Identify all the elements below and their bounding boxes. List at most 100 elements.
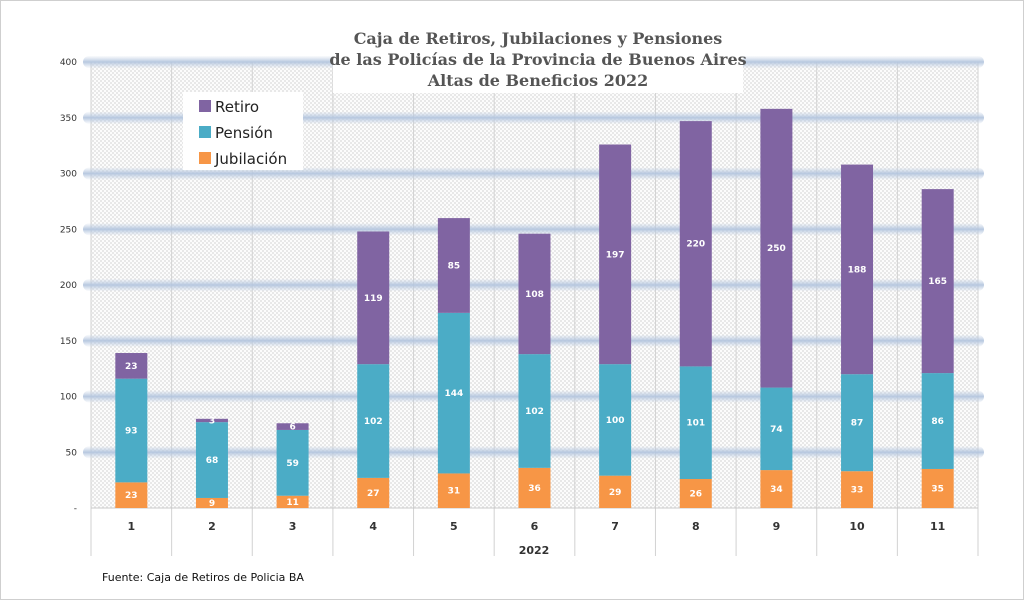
x-axis: 1 2 3 4 5 6 7 8 9 10 11: [127, 520, 945, 533]
data-label: 59: [286, 459, 299, 469]
bar-segment: [841, 164, 874, 375]
horizontal-gridline: [83, 223, 984, 236]
data-label: 9: [209, 499, 215, 509]
data-label: 33: [851, 486, 864, 496]
bar-segment: [599, 475, 632, 508]
bar-segment: [115, 482, 148, 508]
y-tick-label: 50: [66, 448, 78, 458]
bar-segment: [437, 312, 470, 474]
y-tick-label: 200: [60, 281, 77, 291]
bar-segment: [921, 373, 954, 469]
x-tick-label: 7: [611, 520, 619, 533]
bar-segment: [437, 473, 470, 508]
bar-segment: [195, 418, 228, 423]
x-tick-label: 10: [849, 520, 865, 533]
bar-segment: [195, 497, 228, 508]
x-tick-label: 6: [531, 520, 539, 533]
data-label: 35: [931, 484, 944, 494]
x-tick-label: 4: [369, 520, 377, 533]
bar-segment: [921, 189, 954, 374]
data-label: 250: [767, 244, 786, 254]
bar-segment: [518, 233, 551, 355]
data-label: 11: [286, 498, 299, 508]
bar-segment: [357, 477, 390, 508]
data-label: 3: [209, 416, 215, 426]
y-tick-label: 150: [60, 337, 77, 347]
data-label: 26: [690, 490, 703, 500]
x-tick-label: 11: [930, 520, 945, 533]
chart-title-line: Altas de Beneficios 2022: [427, 71, 649, 90]
data-label: 108: [525, 290, 544, 300]
x-tick-label: 8: [692, 520, 700, 533]
chart-title-line: Caja de Retiros, Jubilaciones y Pensione…: [354, 29, 723, 48]
title-background: [333, 25, 743, 93]
y-tick-label: 300: [60, 170, 77, 180]
bar-segment: [599, 364, 632, 476]
legend-label: Pensión: [215, 124, 273, 142]
bar-segment: [679, 479, 712, 508]
bar-segment: [760, 470, 793, 508]
data-label: 31: [448, 487, 461, 497]
chart-title-line: de las Policías de la Provincia de Bueno…: [329, 50, 746, 69]
data-label: 23: [125, 491, 138, 501]
data-label: 29: [609, 488, 622, 498]
x-tick-label: 1: [127, 520, 135, 533]
legend-swatch: [199, 152, 211, 164]
horizontal-gridline: [83, 167, 984, 180]
data-label: 165: [928, 277, 947, 287]
y-tick-label: 100: [60, 393, 77, 403]
y-tick-label: 350: [60, 114, 77, 124]
x-tick-label: 5: [450, 520, 458, 533]
bar-segment: [921, 468, 954, 508]
x-tick-label: 9: [773, 520, 781, 533]
bar-segment: [841, 471, 874, 508]
data-label: 119: [364, 294, 383, 304]
y-axis: - 50 100 150 200 250 300 350 400: [60, 58, 77, 514]
y-tick-label: 400: [60, 58, 77, 68]
data-label: 102: [364, 417, 383, 427]
data-label: 102: [525, 407, 544, 417]
data-label: 101: [686, 419, 705, 429]
legend-label: Retiro: [215, 98, 259, 116]
bar-segment: [357, 231, 390, 365]
bar-segment: [276, 495, 309, 508]
bar-segment: [599, 144, 632, 365]
bar-segment: [518, 354, 551, 468]
data-label: 23: [125, 362, 138, 372]
data-label: 220: [686, 240, 705, 250]
bar-segment: [276, 423, 309, 430]
bar-segment: [115, 378, 148, 483]
x-tick-label: 3: [289, 520, 297, 533]
bar-segment: [115, 353, 148, 379]
horizontal-gridline: [83, 111, 984, 124]
bar-segment: [760, 387, 793, 471]
data-label: 6: [289, 423, 295, 433]
bar-segment: [357, 364, 390, 478]
data-label: 188: [848, 265, 867, 275]
data-label: 197: [606, 250, 625, 260]
source-note: Fuente: Caja de Retiros de Policia BA: [102, 571, 304, 584]
data-label: 68: [206, 456, 219, 466]
bar-segment: [679, 121, 712, 367]
data-label: 27: [367, 489, 380, 499]
bar-segment: [760, 108, 793, 388]
bar-segment: [437, 218, 470, 313]
legend: Retiro Pensión Jubilación: [183, 92, 303, 170]
bar-segment: [841, 374, 874, 472]
data-label: 74: [770, 425, 783, 435]
bars: 23 93 23 9 68 3 11 59 6 27 102 119 31 144 85 36 102 108 29…: [115, 108, 954, 509]
data-label: 87: [851, 419, 864, 429]
bar-segment: [518, 467, 551, 508]
legend-swatch: [199, 100, 211, 112]
x-tick-label: 2: [208, 520, 216, 533]
x-axis-label: 2022: [519, 544, 550, 557]
data-label: 93: [125, 427, 138, 437]
bar-segment: [679, 366, 712, 480]
y-tick-label: 250: [60, 225, 77, 235]
data-label: 100: [606, 416, 625, 426]
bar-segment: [276, 429, 309, 496]
data-label: 144: [444, 389, 463, 399]
data-label: 85: [448, 261, 461, 271]
